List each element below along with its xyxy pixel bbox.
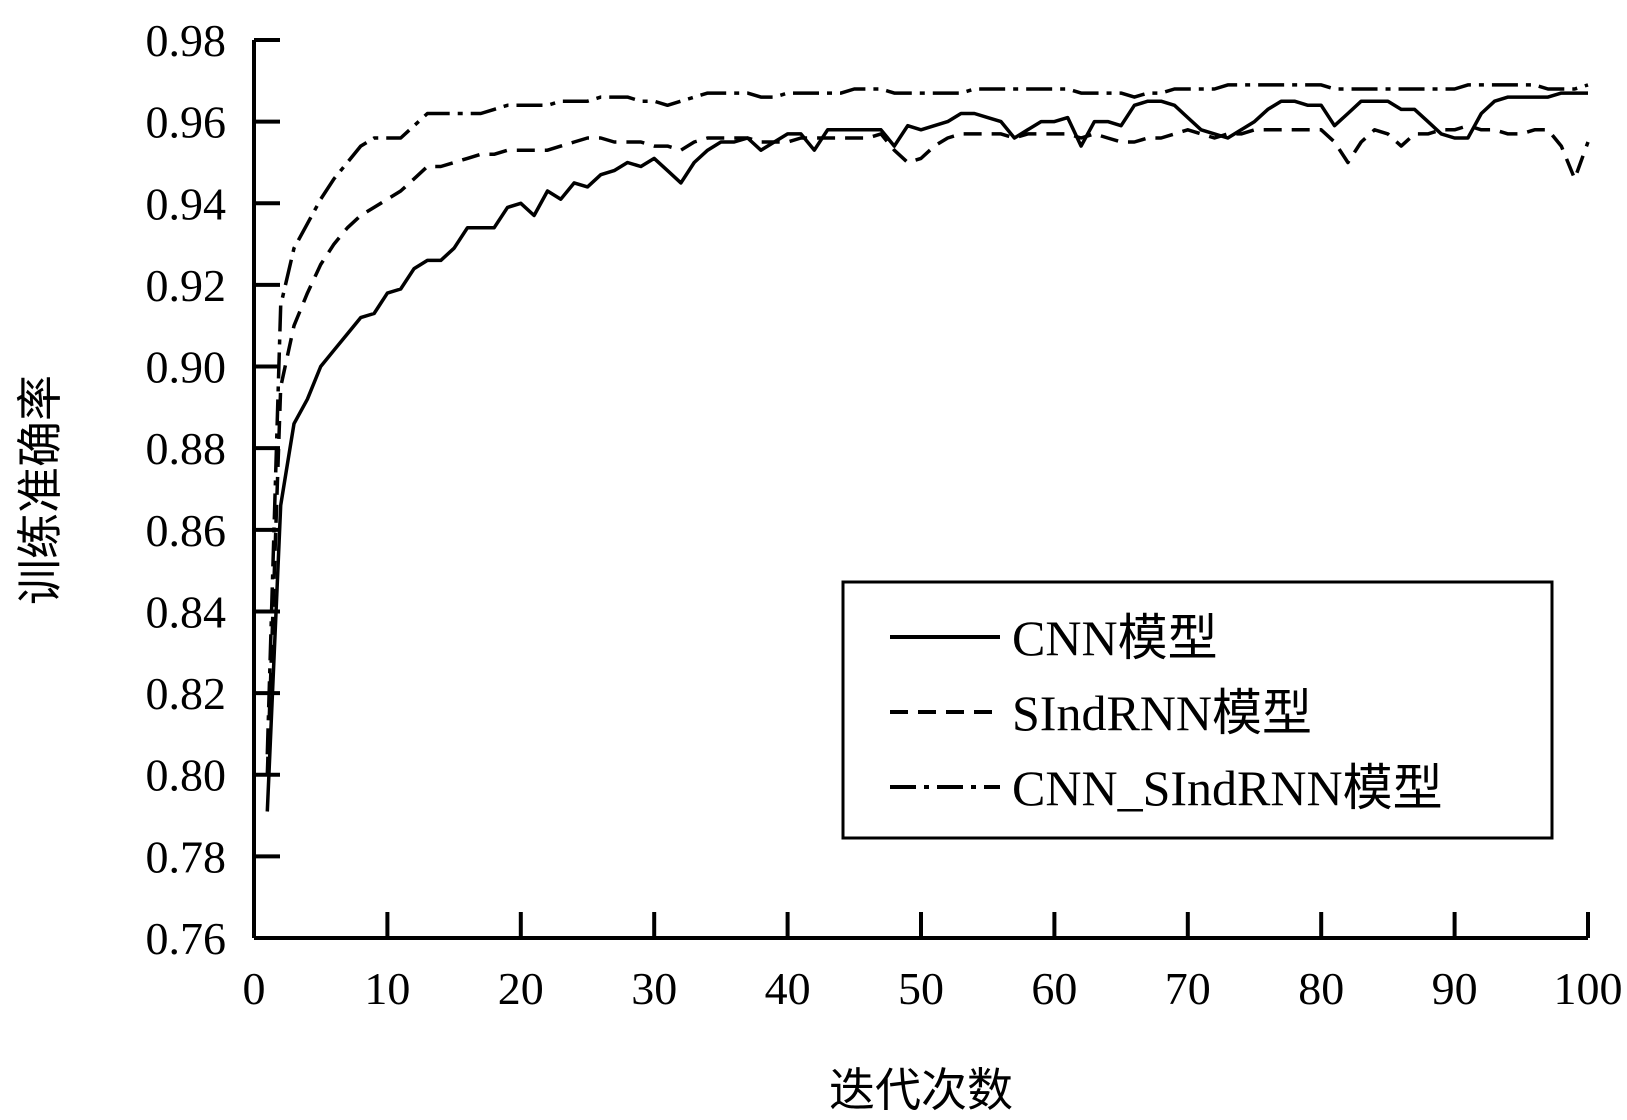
y-tick-label: 0.98: [146, 15, 227, 66]
x-tick-label: 80: [1298, 963, 1344, 1014]
y-tick-label: 0.92: [146, 260, 227, 311]
x-tick-label: 0: [243, 963, 266, 1014]
y-ticks: 0.76 0.78 0.80 0.82 0.84 0.86 0.88 0.90 0.92 0.94…: [146, 15, 280, 964]
y-tick-label: 0.96: [146, 97, 227, 148]
x-tick-label: 90: [1432, 963, 1478, 1014]
y-axis-title: 训练准确率: [13, 375, 67, 605]
x-tick-label: 50: [898, 963, 944, 1014]
x-ticks: 0 10 20 30 40 50 60 70 80 90 100: [243, 912, 1623, 1014]
legend-label-cnn: CNN模型: [1012, 610, 1218, 666]
y-tick-label: 0.78: [146, 831, 227, 882]
x-tick-label: 30: [631, 963, 677, 1014]
x-axis-title: 迭代次数: [829, 1063, 1013, 1117]
y-tick-label: 0.84: [146, 586, 227, 637]
series-line-0: [265, 91, 1588, 812]
x-tick-label: 10: [364, 963, 410, 1014]
y-tick-label: 0.88: [146, 423, 227, 474]
y-tick-label: 0.90: [146, 342, 227, 393]
y-tick-label: 0.82: [146, 668, 227, 719]
x-tick-label: 100: [1554, 963, 1623, 1014]
y-tick-label: 0.86: [146, 505, 227, 556]
y-tick-label: 0.76: [146, 913, 227, 964]
x-tick-label: 20: [498, 963, 544, 1014]
x-tick-label: 70: [1165, 963, 1211, 1014]
y-tick-label: 0.80: [146, 750, 227, 801]
legend-label-cnn-sindrnn: CNN_SIndRNN模型: [1012, 760, 1443, 816]
legend: CNN模型 SIndRNN模型 CNN_SIndRNN模型: [841, 580, 1554, 840]
x-tick-label: 40: [765, 963, 811, 1014]
x-tick-label: 60: [1031, 963, 1077, 1014]
series-group: [265, 83, 1590, 812]
series-line-2: [265, 83, 1589, 755]
legend-label-sindrnn: SIndRNN模型: [1012, 685, 1312, 741]
series-line-1: [265, 123, 1590, 775]
y-tick-label: 0.94: [146, 178, 227, 229]
